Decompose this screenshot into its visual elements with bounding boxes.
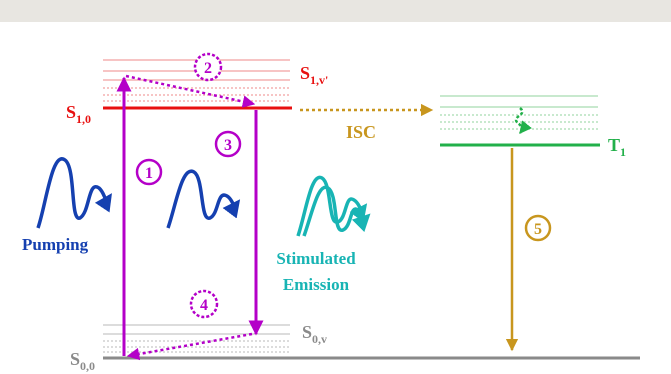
s00-label: S0,0	[70, 349, 95, 373]
stimulated-emission-label-line1: Stimulated	[276, 249, 356, 268]
top-border-strip	[0, 0, 671, 22]
emission-wave-icon	[166, 169, 241, 229]
t1-relaxation-squiggle	[514, 107, 532, 134]
pumping-label: Pumping	[22, 235, 89, 254]
t1-vibrational-levels	[440, 95, 598, 130]
svg-text:3: 3	[224, 137, 232, 154]
step-1-marker: 1	[135, 158, 163, 186]
step-2-marker: 2	[193, 52, 223, 82]
s10-label: S1,0	[66, 102, 91, 126]
s1v-label: S1,v'	[300, 63, 328, 87]
s0v-label: S0,v	[302, 322, 327, 346]
stimulated-emission-label-line2: Emission	[283, 275, 350, 294]
step-4-marker: 4	[189, 289, 219, 319]
step-3-marker: 3	[214, 130, 242, 158]
isc-label: ISC	[346, 122, 376, 142]
stimulated-wave-icon	[296, 175, 371, 237]
svg-text:5: 5	[534, 221, 542, 238]
svg-text:2: 2	[204, 60, 212, 77]
s0-relaxation-arrow	[126, 332, 253, 361]
s0-vibrational-levels	[103, 324, 290, 353]
svg-text:4: 4	[200, 297, 208, 314]
svg-text:1: 1	[145, 165, 153, 182]
pumping-wave-icon	[36, 157, 112, 229]
step-5-marker: 5	[524, 214, 552, 242]
t1-label: T1	[608, 135, 626, 159]
s1-relaxation-arrow	[125, 74, 256, 108]
